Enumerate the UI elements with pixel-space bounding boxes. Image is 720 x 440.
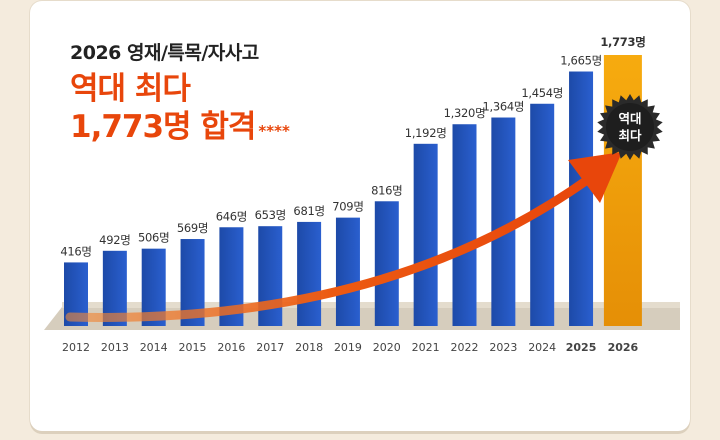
bar-2018: [297, 221, 322, 326]
bar-2026: [603, 55, 642, 326]
bar-2017: [258, 226, 283, 326]
data-label-2023: 1,364명: [482, 100, 524, 114]
data-label-2021: 1,192명: [405, 126, 447, 140]
data-label-2018: 681명: [293, 204, 324, 218]
tick-label-2013: 2013: [101, 341, 129, 354]
data-label-2015: 569명: [177, 221, 208, 235]
tick-label-2012: 2012: [62, 341, 90, 354]
chart-subtitle: 2026 영재/특목/자사고: [70, 42, 259, 64]
tick-label-2025: 2025: [566, 341, 597, 354]
headline-line2: 1,773명 합격: [70, 109, 256, 145]
tick-label-2023: 2023: [489, 341, 517, 354]
bar-2022: [452, 124, 477, 327]
badge-line1: 역대: [618, 111, 641, 126]
tick-label-2018: 2018: [295, 341, 323, 354]
data-label-2012: 416명: [60, 244, 91, 258]
bar-2025: [569, 71, 594, 326]
tick-label-2024: 2024: [528, 341, 556, 354]
bar-2023: [491, 117, 516, 326]
bar-2019: [335, 217, 360, 326]
bar-2020: [374, 201, 399, 326]
data-label-2019: 709명: [332, 200, 363, 214]
tick-label-2015: 2015: [179, 341, 207, 354]
bar-2021: [413, 143, 438, 326]
growth-arrow-head: [568, 152, 622, 203]
tick-label-2014: 2014: [140, 341, 168, 354]
data-label-2025: 1,665명: [560, 54, 602, 68]
data-label-2014: 506명: [138, 231, 169, 245]
data-label-2013: 492명: [99, 233, 130, 247]
data-label-2017: 653명: [255, 208, 286, 222]
tick-label-2026: 2026: [608, 341, 639, 354]
tick-label-2017: 2017: [256, 341, 284, 354]
badge-line2: 최다: [618, 128, 642, 143]
headline-line1: 역대 최다: [70, 71, 191, 107]
data-label-2022: 1,320명: [444, 106, 486, 120]
growth-arrow: [65, 173, 595, 322]
data-label-2024: 1,454명: [521, 86, 563, 100]
data-label-2020: 816명: [371, 183, 402, 197]
chart-headline: 역대 최다 1,773명 합격 ****: [70, 70, 290, 146]
platform-top: [62, 302, 680, 308]
tick-label-2022: 2022: [451, 341, 479, 354]
tick-label-2016: 2016: [217, 341, 245, 354]
tick-label-2020: 2020: [373, 341, 401, 354]
tick-label-2021: 2021: [412, 341, 440, 354]
data-label-2016: 646명: [216, 209, 247, 223]
data-label-2026: 1,773명: [600, 35, 645, 49]
tick-label-2019: 2019: [334, 341, 362, 354]
footnote-asterisks: ****: [258, 122, 290, 140]
record-badge: 역대 최다: [597, 94, 663, 160]
